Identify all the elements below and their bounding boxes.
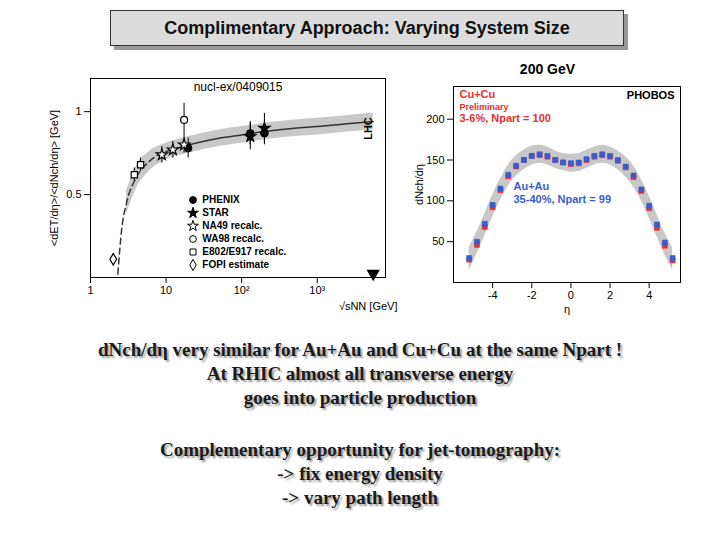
svg-text:nucl-ex/0409015: nucl-ex/0409015	[194, 80, 283, 94]
svg-text:dNch/dη: dNch/dη	[413, 164, 425, 205]
svg-text:0: 0	[568, 289, 574, 301]
svg-text:10: 10	[160, 284, 172, 296]
svg-text:2: 2	[607, 289, 613, 301]
html-text:-> fix energy density: -> fix energy density	[277, 463, 443, 484]
svg-text:-4: -4	[488, 289, 498, 301]
html-text:FOPI estimate: FOPI estimate	[202, 259, 269, 270]
svg-text:Cu+Cu: Cu+Cu	[460, 88, 496, 100]
svg-text:100: 100	[426, 194, 444, 206]
html-text:E802/E917 recalc.: E802/E917 recalc.	[202, 246, 287, 257]
svg-text:<dET/dη>/<dNch/dη> [GeV]: <dET/dη>/<dNch/dη> [GeV]	[48, 110, 60, 246]
html-text:NA49 recalc.: NA49 recalc.	[202, 220, 263, 231]
html-text:200 GeV: 200 GeV	[519, 61, 576, 77]
svg-text:η: η	[564, 303, 570, 315]
html-text:At RHIC almost all transverse: At RHIC almost all transverse energy	[206, 363, 514, 384]
svg-text:50: 50	[432, 235, 444, 247]
svg-text:√sNN [GeV]: √sNN [GeV]	[339, 300, 398, 312]
html-text:STAR: STAR	[202, 207, 229, 218]
html-text:dNch/dη very similar for Au+Au: dNch/dη very similar for Au+Au and Cu+Cu…	[97, 339, 623, 360]
svg-text:10³: 10³	[309, 284, 325, 296]
svg-text:-2: -2	[527, 289, 537, 301]
svg-text:Au+Au: Au+Au	[514, 180, 550, 192]
svg-text:Preliminary: Preliminary	[460, 102, 509, 112]
svg-text:1: 1	[75, 105, 81, 117]
html-text:Complimentary Approach: Varyin: Complimentary Approach: Varying System S…	[164, 18, 570, 38]
html-text:Complementary opportunity for: Complementary opportunity for jet-tomogr…	[159, 439, 561, 460]
html-text:goes into particle production: goes into particle production	[243, 387, 477, 408]
html-text:WA98 recalc.: WA98 recalc.	[202, 233, 265, 244]
svg-text:200: 200	[426, 113, 444, 125]
svg-text:4: 4	[646, 289, 652, 301]
svg-text:0.5: 0.5	[66, 188, 81, 200]
svg-text:1: 1	[87, 284, 93, 296]
html-text:PHENIX: PHENIX	[202, 194, 240, 205]
svg-text:10²: 10²	[234, 284, 250, 296]
svg-text:PHOBOS: PHOBOS	[627, 89, 675, 101]
svg-text:LHC: LHC	[362, 117, 374, 140]
svg-text:150: 150	[426, 154, 444, 166]
html-text:-> vary path length: -> vary path length	[282, 487, 438, 508]
svg-text:35-40%, Npart = 99: 35-40%, Npart = 99	[514, 193, 612, 205]
svg-text:3-6%, Npart = 100: 3-6%, Npart = 100	[460, 112, 551, 124]
